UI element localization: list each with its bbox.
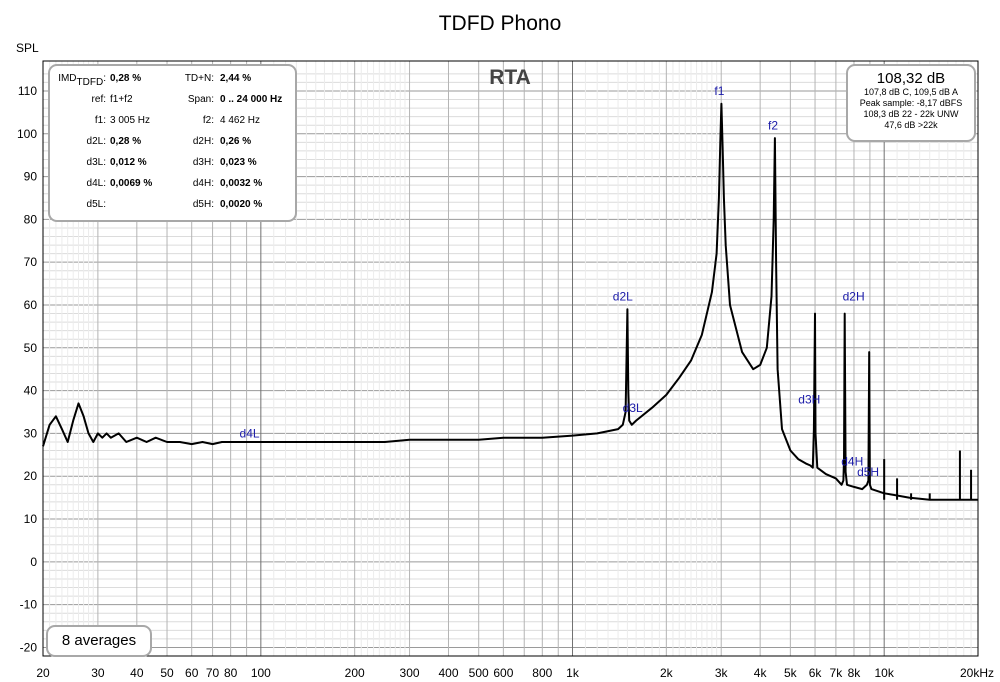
imd-value: 3 005 Hz <box>110 115 151 126</box>
imd-label: IMDTDFD: <box>58 73 106 88</box>
y-tick-label: 20 <box>24 469 38 483</box>
x-tick-label: 3k <box>715 666 729 680</box>
imd-results-panel: IMDTDFD: 0,28 % TD+N: 2,44 % ref: f1+f2 Span: 0… <box>48 64 297 222</box>
imd-label: d4H: <box>192 178 214 189</box>
series-group <box>42 102 978 501</box>
plot-frame <box>42 60 979 657</box>
chart-title: TDFD Phono <box>439 12 562 35</box>
imd-value: f1+f2 <box>110 94 133 105</box>
imd-value: 0,26 % <box>220 136 252 147</box>
imd-label: d5L: <box>86 199 106 210</box>
x-tick-label: 60 <box>185 666 199 680</box>
imd-label: d3H: <box>192 157 214 168</box>
imd-label: d3L: <box>86 157 106 168</box>
y-tick-label: 60 <box>24 298 38 312</box>
imd-value: 0,0032 % <box>220 178 263 189</box>
imd-value: 0,023 % <box>220 157 257 168</box>
imd-label: d2H: <box>192 136 214 147</box>
spl-above-22k: 47,6 dB >22k <box>884 120 938 130</box>
y-tick-label: 70 <box>24 255 38 269</box>
imd-value: 0 .. 24 000 Hz <box>220 94 283 105</box>
imd-value: 4 462 Hz <box>220 115 261 126</box>
peak-label: d2H <box>843 290 865 304</box>
y-tick-label: 0 <box>30 555 37 569</box>
y-tick-label: 40 <box>24 384 38 398</box>
y-tick-label: 100 <box>17 127 37 141</box>
x-tick-label: 800 <box>532 666 552 680</box>
imd-label: TD+N: <box>184 73 214 84</box>
imd-value: 0,28 % <box>110 136 142 147</box>
y-tick-label: 80 <box>24 212 38 226</box>
spl-readout-panel: 108,32 dB 107,8 dB C, 109,5 dB A Peak sa… <box>846 64 976 142</box>
peak-label: d3H <box>798 392 820 406</box>
imd-label: Span: <box>187 94 214 105</box>
x-tick-label: 100 <box>251 666 271 680</box>
spl-weighted-values: 107,8 dB C, 109,5 dB A <box>863 87 959 97</box>
spectrum-line <box>42 102 978 501</box>
x-tick-label: 300 <box>400 666 420 680</box>
x-tick-label: 40 <box>130 666 144 680</box>
x-tick-label: 7k <box>830 666 844 680</box>
spl-peak-sample: Peak sample: -8,17 dBFS <box>859 98 963 108</box>
y-tick-label: 50 <box>24 341 38 355</box>
x-tick-label: 500 <box>469 666 489 680</box>
averages-badge[interactable]: 8 averages <box>46 625 152 657</box>
x-tick-label: 20 <box>36 666 50 680</box>
imd-label: d2L: <box>86 136 106 147</box>
rta-label: RTA <box>489 66 531 89</box>
imd-label: f2: <box>202 115 214 126</box>
imd-value: 0,0069 % <box>110 178 153 189</box>
peak-label: f2 <box>768 118 778 132</box>
x-tick-label: 200 <box>345 666 365 680</box>
peak-label: d2L <box>613 290 633 304</box>
x-tick-label: 4k <box>754 666 768 680</box>
imd-label: ref: <box>91 94 106 105</box>
imd-value: 0,012 % <box>110 157 147 168</box>
y-tick-label: 110 <box>18 84 37 98</box>
x-tick-label: 2k <box>660 666 674 680</box>
x-tick-label: 30 <box>91 666 105 680</box>
x-tick-label: 600 <box>493 666 513 680</box>
spl-main-value: 108,32 dB <box>876 70 946 87</box>
y-axis-label: SPL <box>16 41 39 55</box>
x-tick-label: 400 <box>438 666 458 680</box>
imd-label-subscript: TDFD <box>76 77 104 88</box>
axis-ticks: 20 30 40 50 60 70 80 100 200 300 400 500 600 800 1k 2k 3… <box>17 84 994 680</box>
peak-label: f1 <box>714 84 724 98</box>
x-tick-label: 5k <box>784 666 798 680</box>
x-tick-label: 80 <box>224 666 238 680</box>
y-tick-label: 30 <box>24 426 38 440</box>
peak-label: d5H <box>857 465 879 479</box>
x-tick-label: 6k <box>809 666 823 680</box>
y-tick-label: -10 <box>20 598 38 612</box>
y-tick-label: 10 <box>24 512 38 526</box>
imd-value: 0,0020 % <box>220 199 263 210</box>
y-tick-label: 90 <box>24 170 38 184</box>
peak-label: d4L <box>240 427 260 441</box>
x-tick-label: 8k <box>848 666 862 680</box>
imd-label: f1: <box>94 115 106 126</box>
peak-label: d3L <box>623 401 643 415</box>
x-tick-label: 20kHz <box>960 666 994 680</box>
imd-value: 0,28 % <box>110 73 142 84</box>
x-tick-label: 10k <box>874 666 894 680</box>
x-tick-label: 1k <box>566 666 580 680</box>
imd-label: d5H: <box>192 199 214 210</box>
x-tick-label: 70 <box>206 666 220 680</box>
spl-unweighted: 108,3 dB 22 - 22k UNW <box>863 109 959 119</box>
imd-label: d4L: <box>86 178 106 189</box>
peak-label: d4H <box>841 455 863 469</box>
imd-value: 2,44 % <box>220 73 252 84</box>
y-tick-label: -20 <box>20 640 38 654</box>
x-tick-label: 50 <box>160 666 174 680</box>
